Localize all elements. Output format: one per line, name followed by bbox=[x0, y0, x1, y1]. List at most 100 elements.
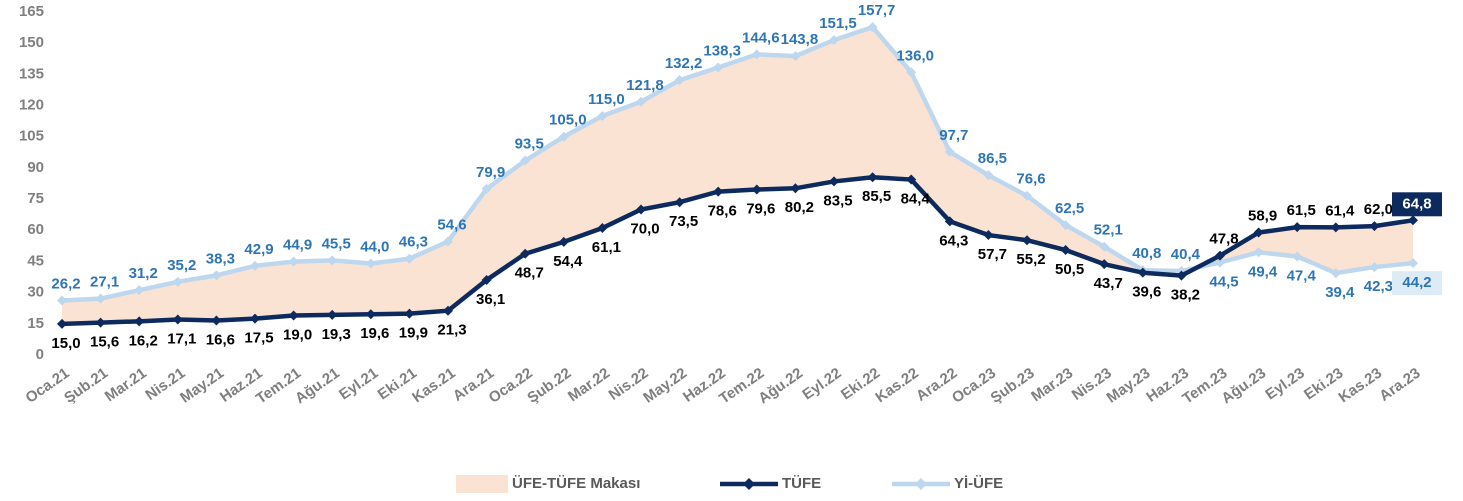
data-label: 44,2 bbox=[1402, 274, 1431, 291]
data-label: 43,7 bbox=[1094, 275, 1123, 292]
marker bbox=[829, 35, 839, 46]
marker bbox=[1215, 250, 1225, 261]
x-tick-label: Ağu.21 bbox=[292, 365, 343, 408]
data-label: 38,2 bbox=[1171, 287, 1200, 304]
data-label: 42,9 bbox=[244, 241, 273, 258]
label-box bbox=[1392, 271, 1442, 296]
marker bbox=[1369, 262, 1380, 273]
marker bbox=[906, 67, 917, 78]
data-label: 45,5 bbox=[322, 235, 351, 252]
x-tick-label: Kas.22 bbox=[872, 365, 921, 407]
marker bbox=[867, 172, 878, 183]
data-label: 57,7 bbox=[978, 246, 1007, 263]
marker bbox=[1330, 222, 1341, 233]
legend-label: TÜFE bbox=[782, 475, 821, 492]
data-label: 79,9 bbox=[476, 164, 505, 181]
data-label: 54,4 bbox=[553, 253, 583, 270]
legend-marker bbox=[915, 478, 927, 490]
x-tick-label: Eyl.22 bbox=[799, 365, 844, 404]
data-label: 17,5 bbox=[244, 330, 273, 347]
data-label: 70,0 bbox=[630, 220, 659, 237]
marker bbox=[1060, 245, 1071, 256]
data-label: 44,0 bbox=[360, 239, 389, 256]
x-tick-label: Mar.22 bbox=[565, 365, 613, 406]
y-tick-label: 150 bbox=[19, 34, 44, 51]
data-label: 61,4 bbox=[1325, 202, 1355, 219]
x-tick-label: Oca.22 bbox=[486, 365, 536, 407]
marker bbox=[1022, 190, 1032, 201]
marker bbox=[906, 174, 917, 185]
marker bbox=[867, 22, 878, 33]
data-label: 15,6 bbox=[90, 334, 119, 351]
data-label: 47,4 bbox=[1287, 267, 1317, 284]
data-label: 52,1 bbox=[1094, 222, 1123, 239]
marker bbox=[172, 314, 183, 325]
data-label: 79,6 bbox=[746, 200, 775, 217]
marker bbox=[1137, 267, 1148, 278]
marker bbox=[288, 256, 299, 267]
marker bbox=[751, 49, 762, 60]
marker bbox=[95, 293, 106, 304]
x-tick-label: Ağu.23 bbox=[1218, 365, 1269, 408]
x-tick-label: Kas.21 bbox=[409, 365, 458, 407]
marker bbox=[327, 255, 338, 266]
marker bbox=[1099, 241, 1110, 252]
data-label: 44,9 bbox=[283, 237, 312, 254]
marker bbox=[365, 258, 376, 269]
marker bbox=[713, 186, 724, 197]
x-tick-label: Kas.23 bbox=[1336, 365, 1385, 407]
data-label: 16,6 bbox=[206, 331, 235, 348]
marker bbox=[1408, 215, 1418, 226]
legend-marker bbox=[743, 478, 755, 490]
marker bbox=[211, 270, 222, 281]
data-label: 42,3 bbox=[1364, 278, 1393, 295]
marker bbox=[404, 308, 415, 319]
marker bbox=[944, 216, 955, 227]
legend-label: Yİ-ÜFE bbox=[954, 475, 1003, 492]
marker bbox=[365, 309, 376, 320]
y-tick-label: 120 bbox=[19, 97, 44, 114]
x-tick-label: Şub.21 bbox=[61, 365, 111, 407]
marker bbox=[1292, 222, 1303, 233]
data-label: 39,6 bbox=[1132, 284, 1161, 301]
x-tick-label: May.21 bbox=[177, 365, 227, 407]
data-label: 144,6 bbox=[742, 29, 780, 46]
data-label: 61,1 bbox=[592, 239, 621, 256]
marker bbox=[713, 62, 724, 73]
marker bbox=[134, 316, 145, 327]
marker bbox=[1176, 270, 1187, 281]
series-line bbox=[61, 24, 1414, 303]
legend-label: ÜFE-TÜFE Makası bbox=[512, 475, 640, 492]
x-tick-label: May.22 bbox=[640, 365, 690, 407]
marker bbox=[57, 318, 67, 329]
y-tick-label: 0 bbox=[36, 346, 44, 363]
data-label: 80,2 bbox=[785, 199, 814, 216]
data-label: 15,0 bbox=[51, 335, 80, 352]
data-label: 62,5 bbox=[1055, 200, 1084, 217]
data-label: 21,3 bbox=[437, 322, 466, 339]
data-label: 19,0 bbox=[283, 326, 312, 343]
series-line bbox=[61, 175, 1414, 327]
data-label: 138,3 bbox=[703, 42, 741, 59]
x-tick-label: Oca.23 bbox=[949, 365, 999, 407]
marker bbox=[1408, 258, 1418, 269]
x-tick-label: Eyl.23 bbox=[1262, 365, 1307, 404]
x-tick-label: Ağu.22 bbox=[755, 365, 806, 408]
marker bbox=[172, 276, 183, 287]
data-label: 93,5 bbox=[515, 136, 544, 153]
y-tick-label: 15 bbox=[27, 315, 44, 332]
data-label: 17,1 bbox=[167, 330, 196, 347]
data-label: 136,0 bbox=[896, 47, 934, 64]
data-label: 47,8 bbox=[1209, 231, 1238, 248]
y-tick-label: 60 bbox=[27, 221, 44, 238]
marker bbox=[57, 295, 67, 306]
data-label: 38,3 bbox=[206, 250, 235, 267]
marker bbox=[597, 110, 608, 121]
marker bbox=[520, 155, 531, 166]
data-label: 44,5 bbox=[1209, 273, 1238, 290]
marker bbox=[558, 236, 569, 247]
data-label: 36,1 bbox=[476, 291, 505, 308]
marker bbox=[95, 317, 106, 328]
marker bbox=[829, 176, 839, 187]
label-box bbox=[1392, 192, 1442, 217]
